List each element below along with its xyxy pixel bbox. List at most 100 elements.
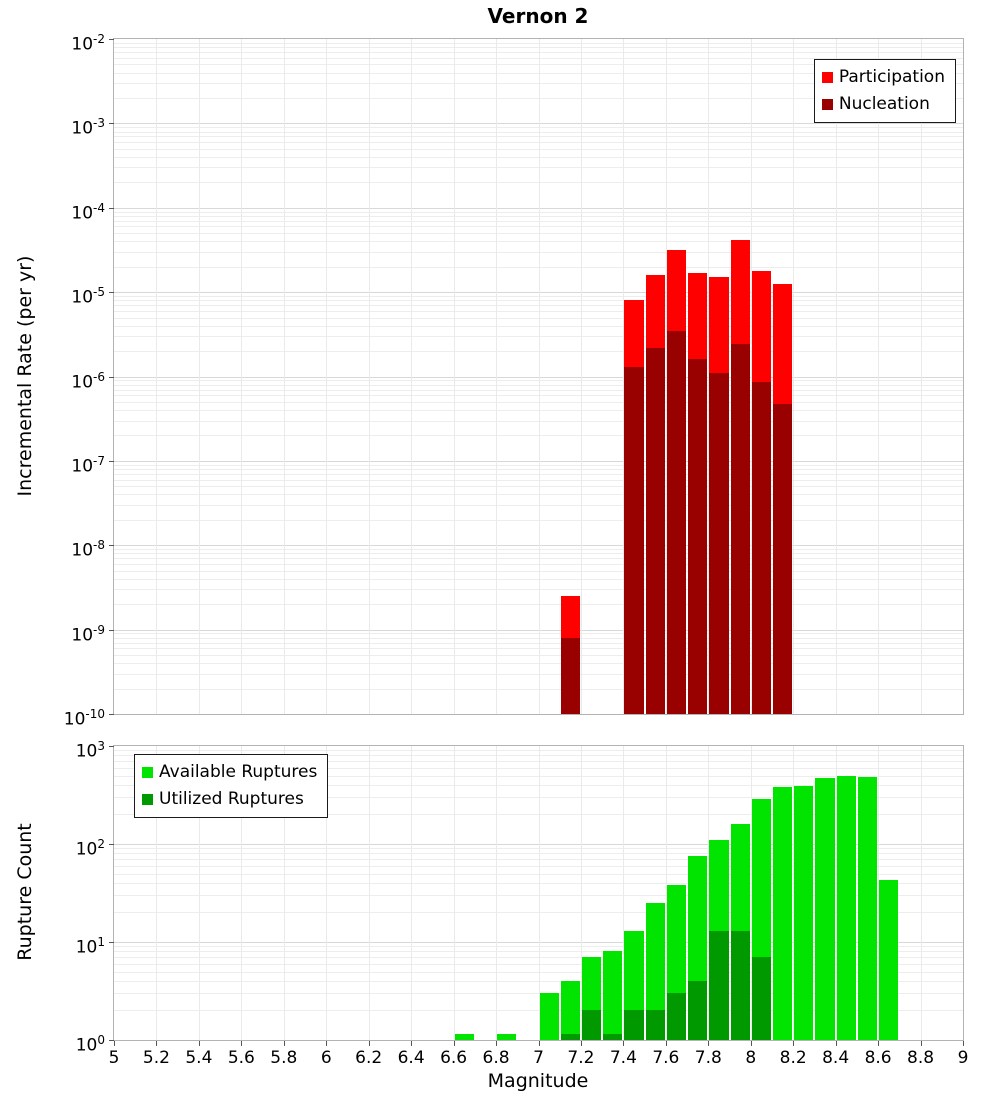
x-tick-label: 7.2 [567, 1048, 595, 1068]
y-tick [109, 844, 114, 845]
gridline-vertical [453, 39, 455, 714]
legend-item-utilized-ruptures: Utilized Ruptures [142, 786, 317, 813]
y-tick [109, 942, 114, 943]
x-tick [665, 1041, 667, 1046]
x-tick [835, 1041, 837, 1046]
x-tick-label: 8.2 [779, 1048, 807, 1068]
y-tick [109, 1040, 114, 1041]
gridline-vertical [241, 746, 243, 1040]
x-tick-label: 5.2 [142, 1048, 170, 1068]
x-axis-label-magnitude: Magnitude [487, 1070, 589, 1092]
gridline-vertical [920, 746, 922, 1040]
incremental-rate-plot: Participation Nucleation [113, 38, 964, 715]
available-ruptures-bar [815, 778, 835, 1040]
x-tick [623, 1041, 625, 1046]
gridline-vertical [750, 746, 752, 1040]
utilized-ruptures-bar [709, 930, 729, 1040]
utilized-ruptures-swatch [142, 794, 153, 805]
gridline-vertical [708, 39, 710, 714]
x-tick-label: 6.8 [482, 1048, 510, 1068]
x-tick-label: 6.4 [397, 1048, 425, 1068]
gridline-vertical [496, 746, 498, 1040]
utilized-ruptures-bar [645, 1010, 665, 1040]
gridline-vertical [326, 39, 328, 714]
gridline-vertical [580, 746, 582, 1040]
gridline-vertical [878, 39, 880, 714]
gridline-vertical [665, 746, 667, 1040]
y-tick-label: 100 [75, 1033, 105, 1056]
chart-title: Vernon 2 [487, 4, 589, 28]
gridline-vertical [835, 746, 837, 1040]
legend-item-available-ruptures: Available Ruptures [142, 759, 317, 786]
legend-item-participation: Participation [821, 64, 945, 91]
x-tick [538, 1041, 540, 1046]
nucleation-bar [772, 404, 793, 714]
gridline-vertical [198, 39, 200, 714]
x-tick-label: 7.4 [609, 1048, 637, 1068]
y-tick-label: 10-9 [71, 622, 105, 646]
gridline-vertical [835, 39, 837, 714]
y-tick-label: 10-2 [71, 32, 105, 55]
gridline-vertical [453, 746, 455, 1040]
utilized-ruptures-bar [560, 1034, 580, 1040]
x-tick-label: 8.8 [907, 1048, 935, 1068]
gridline-vertical [411, 39, 413, 714]
rate-legend: Participation Nucleation [813, 59, 956, 123]
x-tick [496, 1041, 498, 1046]
utilized-ruptures-bar [603, 1034, 623, 1040]
gridline-vertical [283, 746, 285, 1040]
gridline-vertical [283, 39, 285, 714]
x-tick [580, 1041, 582, 1046]
legend-item-nucleation: Nucleation [821, 91, 945, 118]
available-ruptures-bar [603, 951, 623, 1040]
x-tick-label: 5 [108, 1048, 120, 1068]
x-tick-label: 5.4 [185, 1048, 213, 1068]
gridline-vertical [538, 39, 540, 714]
available-ruptures-bar [857, 777, 878, 1040]
gridline-vertical [368, 746, 370, 1040]
x-tick-label: 6 [320, 1048, 332, 1068]
gridline-vertical [156, 746, 158, 1040]
x-tick [453, 1041, 455, 1046]
x-tick [750, 1041, 752, 1046]
y-tick [109, 207, 114, 209]
x-tick [241, 1041, 243, 1046]
gridline-vertical [750, 39, 752, 714]
y-tick [109, 39, 114, 40]
nucleation-bar [666, 330, 687, 714]
gridline-vertical [326, 746, 328, 1040]
x-tick-label: 5.8 [270, 1048, 298, 1068]
x-tick-label: 7.6 [652, 1048, 680, 1068]
y-tick-label: 10-5 [71, 285, 105, 308]
gridline-vertical [156, 39, 158, 714]
gridline-vertical [241, 39, 243, 714]
x-tick-label: 5.6 [227, 1048, 255, 1068]
x-tick [326, 1041, 328, 1046]
legend-label-participation: Participation [838, 67, 945, 87]
x-tick [793, 1041, 795, 1046]
rupture-count-plot: Available Ruptures Utilized Ruptures [113, 745, 964, 1041]
x-tick [198, 1041, 200, 1046]
y-tick [109, 714, 114, 715]
legend-label-available-ruptures: Available Ruptures [159, 762, 318, 782]
nucleation-bar [730, 344, 750, 714]
y-tick [109, 123, 114, 125]
available-ruptures-bar [454, 1034, 474, 1040]
x-tick [708, 1041, 710, 1046]
gridline-vertical [878, 746, 880, 1040]
utilized-ruptures-bar [581, 1010, 602, 1040]
x-tick-label: 7.8 [694, 1048, 722, 1068]
y-tick [109, 545, 114, 547]
nucleation-bar [751, 382, 771, 714]
utilized-ruptures-bar [751, 957, 771, 1040]
nucleation-bar [560, 637, 580, 714]
y-tick-label: 102 [75, 837, 105, 860]
available-ruptures-bar [772, 787, 793, 1040]
nucleation-swatch [821, 99, 833, 110]
x-tick-label: 6.2 [355, 1048, 383, 1068]
x-tick [283, 1041, 285, 1046]
x-tick-label: 9 [957, 1048, 969, 1068]
y-tick [109, 746, 114, 747]
available-ruptures-bar [645, 903, 665, 1040]
x-tick [114, 1041, 115, 1046]
